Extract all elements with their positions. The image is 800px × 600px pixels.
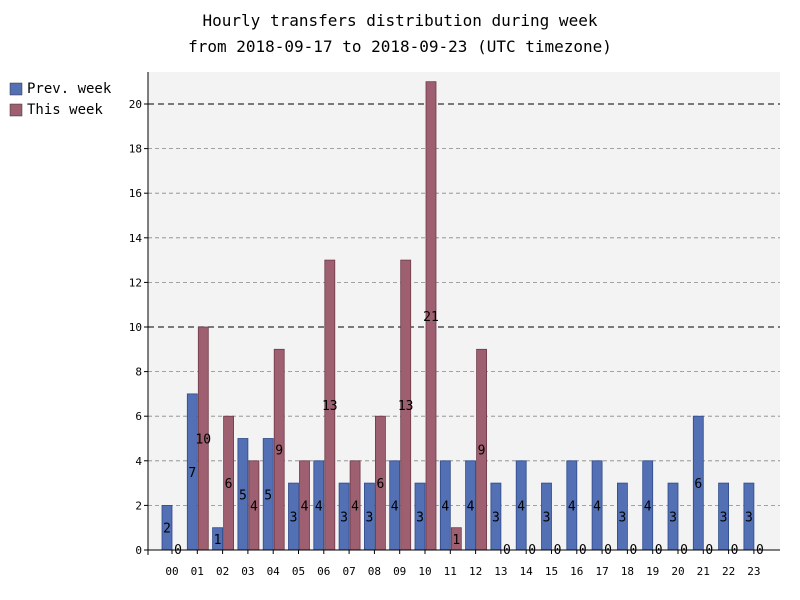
chart-subtitle: from 2018-09-17 to 2018-09-23 (UTC timez…: [188, 37, 612, 56]
data-label: 3: [290, 511, 298, 526]
x-tick-label: 13: [494, 565, 507, 578]
y-tick-label: 12: [129, 276, 142, 289]
data-label: 6: [376, 477, 384, 492]
x-tick-label: 23: [747, 565, 760, 578]
x-tick-label: 16: [570, 565, 583, 578]
data-label: 1: [452, 533, 460, 548]
data-label: 6: [225, 477, 233, 492]
x-tick-label: 02: [216, 565, 229, 578]
x-tick-label: 18: [621, 565, 634, 578]
data-label: 13: [398, 399, 414, 414]
data-label: 3: [745, 511, 753, 526]
x-tick-label: 03: [241, 565, 254, 578]
data-label: 4: [467, 499, 475, 514]
data-label: 4: [315, 499, 323, 514]
data-label: 3: [618, 511, 626, 526]
legend: Prev. week This week: [9, 81, 112, 118]
data-label: 9: [478, 444, 486, 459]
y-tick-label: 18: [129, 143, 142, 156]
data-label: 4: [517, 499, 525, 514]
data-label: 3: [669, 511, 677, 526]
gridlines: [148, 103, 780, 506]
data-label: 3: [365, 511, 373, 526]
x-tick-label: 06: [317, 565, 330, 578]
x-axis-ticks: 00 01 02 03 04 05 06 07 08 09 10 11 12 13 14 15 16 17 18 19…: [165, 550, 761, 578]
x-tick-label: 10: [418, 565, 431, 578]
data-label: 3: [543, 511, 551, 526]
chart-title: Hourly transfers distribution during wee…: [203, 11, 598, 30]
data-label: 5: [264, 488, 272, 503]
x-tick-label: 09: [393, 565, 406, 578]
legend-label-this-week: This week: [27, 102, 103, 118]
data-label: 7: [188, 466, 196, 481]
x-tick-label: 04: [267, 565, 281, 578]
x-tick-label: 15: [545, 565, 558, 578]
legend-swatch-this-week: [9, 103, 23, 117]
y-tick-label: 4: [135, 455, 142, 468]
data-label: 4: [593, 499, 601, 514]
x-tick-label: 08: [368, 565, 381, 578]
data-label: 4: [250, 499, 258, 514]
data-label: 13: [322, 399, 338, 414]
data-label: 6: [694, 477, 702, 492]
x-tick-label: 05: [292, 565, 305, 578]
x-tick-label: 11: [444, 565, 457, 578]
data-label: 3: [720, 511, 728, 526]
y-tick-label: 16: [129, 187, 142, 200]
data-label: 2: [163, 522, 171, 537]
data-label: 4: [301, 499, 309, 514]
x-tick-label: 00: [165, 565, 178, 578]
data-label: 9: [275, 444, 283, 459]
x-tick-label: 20: [671, 565, 684, 578]
y-axis-ticks: 0 2 4 6 8 10 12 14 16 18 20: [129, 98, 148, 557]
data-label: 3: [492, 511, 500, 526]
x-tick-label: 19: [646, 565, 659, 578]
data-label: 1: [214, 533, 222, 548]
data-label: 21: [423, 310, 439, 325]
y-tick-label: 8: [135, 366, 142, 379]
y-tick-label: 14: [129, 232, 143, 245]
data-label: 4: [644, 499, 652, 514]
legend-swatch-prev-week: [9, 82, 23, 96]
data-label: 4: [391, 499, 399, 514]
bars-group: [161, 81, 755, 551]
data-label: 4: [351, 499, 359, 514]
x-tick-label: 21: [697, 565, 710, 578]
y-tick-label: 20: [129, 98, 142, 111]
x-tick-label: 22: [722, 565, 735, 578]
x-tick-label: 14: [520, 565, 534, 578]
data-label: 3: [416, 511, 424, 526]
y-tick-label: 0: [135, 544, 142, 557]
data-label: 5: [239, 488, 247, 503]
y-tick-label: 10: [129, 321, 142, 334]
y-tick-label: 2: [135, 499, 142, 512]
x-tick-label: 17: [595, 565, 608, 578]
data-label: 4: [441, 499, 449, 514]
data-label: 10: [195, 433, 211, 448]
x-tick-label: 07: [342, 565, 355, 578]
data-label: 4: [568, 499, 576, 514]
y-tick-label: 6: [135, 410, 142, 423]
x-tick-label: 01: [191, 565, 204, 578]
legend-label-prev-week: Prev. week: [27, 81, 112, 97]
x-tick-label: 12: [469, 565, 482, 578]
data-label: 3: [340, 511, 348, 526]
